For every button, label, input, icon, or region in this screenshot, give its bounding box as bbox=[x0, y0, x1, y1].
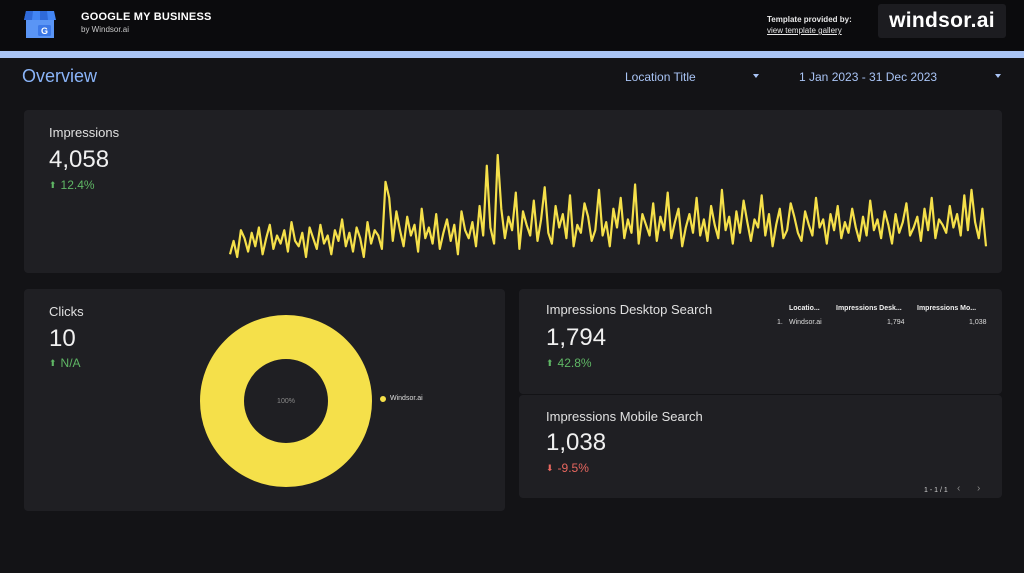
date-range-dropdown[interactable]: 1 Jan 2023 - 31 Dec 2023 bbox=[799, 68, 1004, 88]
impressions-value: 4,058 bbox=[49, 146, 110, 173]
legend-dot-windsor bbox=[380, 396, 386, 402]
impressions-delta-value: 12.4% bbox=[60, 178, 95, 192]
table-row-index: 1. bbox=[777, 319, 783, 326]
app-title: GOOGLE MY BUSINESS bbox=[81, 11, 212, 23]
location-title-dropdown-label: Location Title bbox=[625, 70, 696, 84]
arrow-up-icon: ⬆ bbox=[49, 180, 57, 190]
arrow-up-icon: ⬆ bbox=[546, 358, 554, 368]
table-pagination-label: 1 - 1 / 1 bbox=[924, 487, 948, 494]
template-provided-label: Template provided by: bbox=[767, 15, 852, 24]
clicks-value: 10 bbox=[49, 325, 76, 352]
brand-logo[interactable]: windsor.ai bbox=[878, 4, 1006, 38]
arrow-down-icon: ⬇ bbox=[546, 463, 554, 473]
table-header-location[interactable]: Locatio... bbox=[789, 305, 820, 312]
mobile-impressions-label: Impressions Mobile Search bbox=[546, 409, 703, 424]
chevron-left-icon[interactable]: ‹ bbox=[957, 483, 961, 494]
mobile-impressions-value: 1,038 bbox=[546, 429, 607, 456]
table-cell-desktop: 1,794 bbox=[887, 319, 905, 326]
desktop-delta-value: 42.8% bbox=[557, 356, 592, 370]
impressions-series-line bbox=[228, 153, 988, 259]
impressions-line-chart bbox=[228, 153, 988, 259]
mobile-impressions-delta: ⬇ -9.5% bbox=[546, 461, 589, 475]
chevron-down-icon bbox=[753, 74, 759, 78]
clicks-label: Clicks bbox=[49, 304, 84, 319]
clicks-delta: ⬆ N/A bbox=[49, 356, 81, 370]
desktop-impressions-card: Impressions Desktop Search 1,794 ⬆ 42.8% … bbox=[519, 289, 1002, 394]
mobile-impressions-card: Impressions Mobile Search 1,038 ⬇ -9.5% 1… bbox=[519, 395, 1002, 498]
header-accent-bar bbox=[0, 51, 1024, 58]
table-header-mobile[interactable]: Impressions Mo... bbox=[917, 305, 977, 312]
date-range-dropdown-label: 1 Jan 2023 - 31 Dec 2023 bbox=[799, 70, 938, 84]
impressions-label: Impressions bbox=[49, 125, 120, 140]
svg-text:G: G bbox=[41, 26, 48, 36]
donut-center-label: 100% bbox=[277, 398, 295, 405]
donut-slice-windsor-ai[interactable] bbox=[200, 315, 372, 487]
impressions-delta: ⬆ 12.4% bbox=[49, 178, 95, 192]
app-subtitle: by Windsor.ai bbox=[81, 25, 130, 34]
clicks-delta-value: N/A bbox=[60, 356, 81, 370]
mobile-delta-value: -9.5% bbox=[557, 461, 589, 475]
page-title: Overview bbox=[22, 66, 98, 86]
location-title-dropdown[interactable]: Location Title bbox=[625, 68, 763, 88]
table-cell-mobile: 1,038 bbox=[969, 319, 987, 326]
google-my-business-store-icon: G bbox=[24, 11, 56, 38]
desktop-impressions-delta: ⬆ 42.8% bbox=[546, 356, 592, 370]
brand-logo-text: windsor.ai bbox=[889, 9, 995, 32]
location-table: Locatio... Impressions Desk... Impressio… bbox=[775, 305, 997, 345]
chevron-down-icon bbox=[995, 74, 1001, 78]
template-gallery-link[interactable]: view template gallery bbox=[767, 26, 842, 35]
chevron-right-icon[interactable]: › bbox=[977, 483, 981, 494]
impressions-card: Impressions 4,058 ⬆ 12.4% bbox=[24, 110, 1002, 273]
table-cell-location: Windsor.ai bbox=[789, 319, 822, 326]
legend-label-windsor: Windsor.ai bbox=[390, 395, 423, 402]
desktop-impressions-value: 1,794 bbox=[546, 324, 607, 351]
desktop-impressions-label: Impressions Desktop Search bbox=[546, 302, 713, 317]
top-header: G GOOGLE MY BUSINESS by Windsor.ai Templ… bbox=[0, 0, 1024, 51]
clicks-donut-chart: 100% bbox=[200, 315, 372, 487]
arrow-up-icon: ⬆ bbox=[49, 358, 57, 368]
clicks-card: Clicks 10 ⬆ N/A 100% Windsor.ai bbox=[24, 289, 505, 511]
table-header-desktop[interactable]: Impressions Desk... bbox=[836, 305, 902, 312]
